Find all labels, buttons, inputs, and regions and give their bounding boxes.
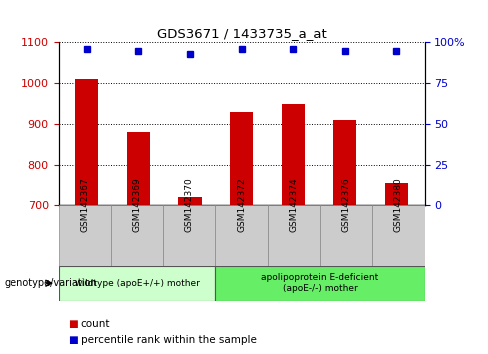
Bar [268,205,320,266]
Bar [111,205,163,266]
Text: apolipoprotein E-deficient
(apoE-/-) mother: apolipoprotein E-deficient (apoE-/-) mot… [262,274,379,293]
Text: wildtype (apoE+/+) mother: wildtype (apoE+/+) mother [75,279,200,288]
Text: GSM142369: GSM142369 [132,178,142,233]
Text: GSM142374: GSM142374 [289,178,298,233]
Text: count: count [81,319,110,329]
Text: ■: ■ [68,319,78,329]
Text: ■: ■ [68,335,78,345]
Bar [127,132,150,205]
Bar [320,205,372,266]
Text: GSM142367: GSM142367 [80,178,89,233]
Bar [59,205,111,266]
Bar [372,205,425,266]
Bar [179,197,202,205]
Text: percentile rank within the sample: percentile rank within the sample [81,335,256,345]
Text: GSM142376: GSM142376 [342,178,351,233]
Bar [385,183,408,205]
Text: GSM142372: GSM142372 [237,178,246,233]
Bar [163,205,215,266]
Text: GSM142380: GSM142380 [394,178,403,233]
Title: GDS3671 / 1433735_a_at: GDS3671 / 1433735_a_at [157,27,326,40]
Text: genotype/variation: genotype/variation [5,278,98,288]
Bar [282,104,305,205]
Bar [333,120,356,205]
Bar [215,205,268,266]
Bar [215,266,425,301]
Bar [230,112,253,205]
Text: GSM142370: GSM142370 [185,178,194,233]
Bar [75,79,99,205]
Bar [59,266,215,301]
